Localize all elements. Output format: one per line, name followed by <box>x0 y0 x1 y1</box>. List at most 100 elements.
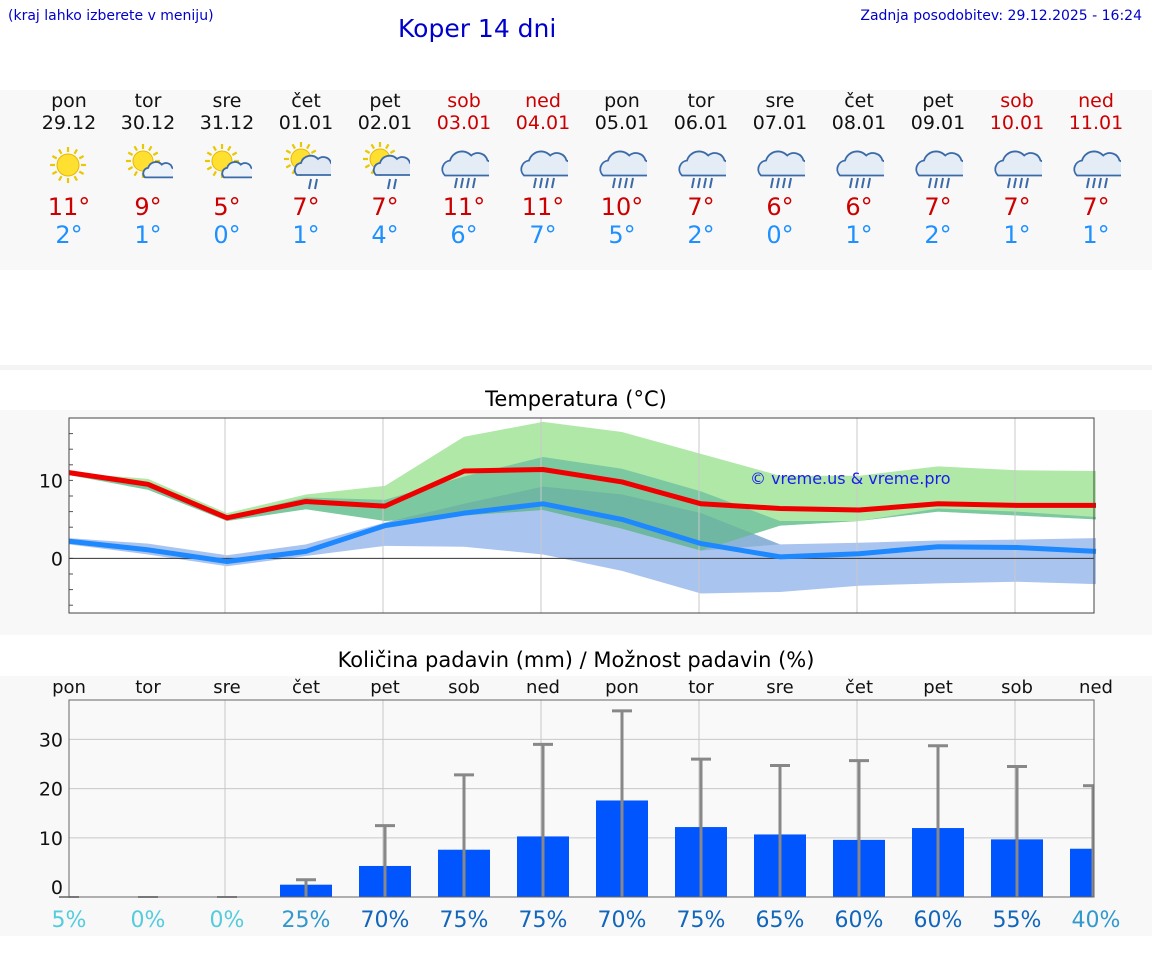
sun-cloud-icon <box>126 144 173 179</box>
precip-probability: 40% <box>1072 908 1121 933</box>
cloud-rain-icon <box>441 150 489 189</box>
day-column: sre 07.01 6° 0° <box>740 90 820 249</box>
day-column: ned 04.01 11° 7° <box>503 90 583 249</box>
day-max-temp: 7° <box>292 193 320 221</box>
min-temp-line <box>68 501 1097 565</box>
day-date: 08.01 <box>831 112 887 134</box>
precip-probability: 0% <box>131 908 166 933</box>
location-hint: (kraj lahko izberete v meniju) <box>8 8 214 24</box>
precip-probability: 75% <box>440 908 489 933</box>
sun-cloud-rain-icon <box>284 142 331 190</box>
precip-day-label: čet <box>292 677 320 698</box>
day-name: sre <box>765 90 795 112</box>
day-name: sre <box>212 90 242 112</box>
day-date: 29.12 <box>41 112 97 134</box>
day-column: tor 06.01 7° 2° <box>661 90 741 249</box>
day-max-temp: 7° <box>371 193 399 221</box>
day-column: pet 09.01 7° 2° <box>898 90 978 249</box>
band-overlap <box>69 486 1096 556</box>
precip-day-label: sre <box>213 677 240 698</box>
day-date: 01.01 <box>278 112 334 134</box>
day-max-temp: 7° <box>924 193 952 221</box>
cloud-rain-icon <box>520 150 568 189</box>
cloud-rain-icon <box>1073 150 1121 189</box>
precip-probability: 60% <box>914 908 963 933</box>
day-date: 09.01 <box>910 112 966 134</box>
precip-probability: 70% <box>361 908 410 933</box>
day-date: 02.01 <box>357 112 413 134</box>
precip-probability: 55% <box>993 908 1042 933</box>
precip-probability: 60% <box>835 908 884 933</box>
precip-day-label: ned <box>526 677 560 698</box>
day-name: tor <box>134 90 162 112</box>
day-name: pon <box>51 90 87 112</box>
max-temp-line <box>68 466 1096 521</box>
day-column: pon 05.01 10° 5° <box>582 90 662 249</box>
day-name: ned <box>525 90 561 112</box>
day-name: čet <box>844 90 874 112</box>
page-title: Koper 14 dni <box>398 14 557 43</box>
day-date: 04.01 <box>515 112 571 134</box>
cloud-rain-icon <box>836 150 884 189</box>
y-tick-label: 0 <box>51 548 63 570</box>
precip-day-label: sob <box>448 677 480 698</box>
day-column: ned 11.01 7° 1° <box>1056 90 1136 249</box>
precip-day-label: pon <box>52 677 86 698</box>
day-name: pet <box>922 90 954 112</box>
precipitation-chart-title: Količina padavin (mm) / Možnost padavin … <box>337 648 815 672</box>
day-name: ned <box>1078 90 1114 112</box>
day-min-temp: 4° <box>371 221 399 249</box>
day-min-temp: 1° <box>134 221 162 249</box>
cloud-rain-icon <box>757 150 805 189</box>
precip-probability: 75% <box>677 908 726 933</box>
precip-probability: 70% <box>598 908 647 933</box>
precipitation-chart: pon tor sre čet pet sob ned pon tor sre čet pet sob n… <box>39 677 1121 933</box>
day-max-temp: 6° <box>766 193 794 221</box>
day-column: čet 08.01 6° 1° <box>819 90 899 249</box>
day-max-temp: 9° <box>134 193 162 221</box>
day-column: čet 01.01 7° 1° <box>266 90 346 249</box>
day-date: 31.12 <box>199 112 255 134</box>
precip-day-label: sre <box>766 677 793 698</box>
day-max-temp: 11° <box>47 193 91 221</box>
precip-day-label: tor <box>135 677 161 698</box>
day-column: sob 10.01 7° 1° <box>977 90 1057 249</box>
y-tick-label: 0 <box>51 877 63 899</box>
temperature-chart-title: Temperatura (°C) <box>485 387 667 411</box>
y-tick-label: 30 <box>39 729 63 751</box>
day-date: 06.01 <box>673 112 729 134</box>
day-max-temp: 11° <box>442 193 486 221</box>
day-min-temp: 1° <box>1082 221 1110 249</box>
section-divider <box>0 365 1152 370</box>
day-max-temp: 10° <box>600 193 644 221</box>
daily-forecast-band <box>0 90 1152 270</box>
day-max-temp: 5° <box>213 193 241 221</box>
precip-day-label: pet <box>923 677 953 698</box>
day-column: sob 03.01 11° 6° <box>424 90 504 249</box>
day-name: tor <box>687 90 715 112</box>
day-name: sob <box>1000 90 1034 112</box>
sun-cloud-icon <box>205 144 252 179</box>
y-tick-label: 10 <box>39 828 63 850</box>
day-min-temp: 1° <box>845 221 873 249</box>
day-column: tor 30.12 9° 1° <box>108 90 188 249</box>
y-tick-label: 20 <box>39 779 63 801</box>
day-date: 07.01 <box>752 112 808 134</box>
day-date: 05.01 <box>594 112 650 134</box>
cloud-rain-icon <box>678 150 726 189</box>
plot-frame <box>68 699 1095 898</box>
plot-frame <box>68 417 1095 614</box>
day-min-temp: 7° <box>529 221 557 249</box>
day-min-temp: 6° <box>450 221 478 249</box>
min-temp-range <box>69 486 1096 594</box>
precip-day-label: pon <box>605 677 639 698</box>
cloud-rain-icon <box>915 150 963 189</box>
day-name: pet <box>369 90 401 112</box>
day-column: pon 29.12 11° 2° <box>29 90 109 249</box>
y-tick-label: 10 <box>39 470 63 492</box>
cloud-rain-icon <box>599 150 647 189</box>
day-date: 30.12 <box>120 112 176 134</box>
day-max-temp: 6° <box>845 193 873 221</box>
day-min-temp: 2° <box>55 221 83 249</box>
day-column: pet 02.01 7° 4° <box>345 90 425 249</box>
